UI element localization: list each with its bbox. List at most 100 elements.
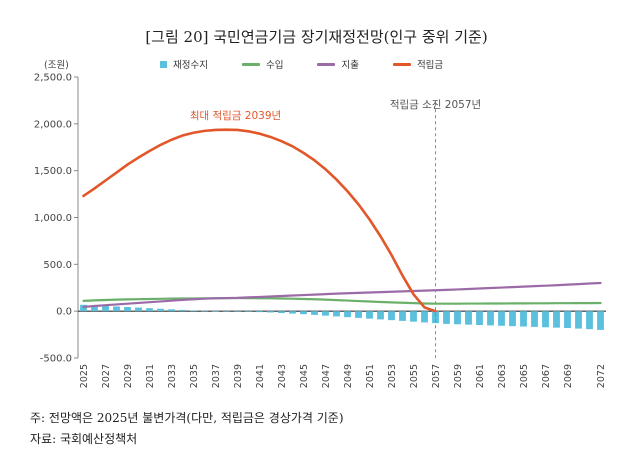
bar-balance-2059 [454,311,461,325]
legend-item-reserve: 적립금 [392,57,444,71]
bar-balance-2030 [135,307,142,312]
bar-balance-2071 [586,311,593,330]
bar-balance-2039 [234,311,241,312]
y-axis-unit: (조원) [44,60,69,71]
bar-balance-2063 [498,311,505,326]
x-tick-label-2033: 2033 [167,364,178,388]
bar-balance-2057 [432,311,439,324]
x-tick-label-2059: 2059 [453,364,464,388]
bar-balance-2055 [410,311,417,322]
bar-balance-2054 [399,311,406,321]
x-tick-label-2049: 2049 [343,364,354,388]
x-tick-label-2053: 2053 [387,364,398,388]
bar-balance-2032 [157,308,164,312]
bar-balance-2046 [311,311,318,315]
bar-balance-2045 [300,311,307,315]
x-tick-label-2035: 2035 [189,364,200,388]
bar-balance-2069 [564,311,571,329]
x-tick-label-2043: 2043 [277,364,288,388]
bar-balance-2050 [355,311,362,318]
chart-title: [그림 20] 국민연금기금 장기재정전망(인구 중위 기준) [145,28,488,46]
x-tick-label-2069: 2069 [563,364,574,388]
x-tick-label-2029: 2029 [123,364,134,388]
bar-balance-2072 [597,311,604,330]
legend-label-reserve: 적립금 [416,60,444,71]
x-tick-label-2031: 2031 [145,364,156,388]
x-tick-label-2037: 2037 [211,364,222,388]
bar-balance-2043 [278,311,285,314]
x-tick-label-2067: 2067 [541,364,552,388]
x-tick-label-2027: 2027 [101,364,112,388]
bar-balance-2044 [289,311,296,314]
line-reserve [82,128,437,313]
bar-balance-2053 [388,311,395,321]
bar-balance-2068 [553,311,560,328]
x-tick-label-2039: 2039 [233,364,244,388]
bar-balance-2049 [344,311,351,318]
bar-balance-2066 [531,311,538,327]
bar-balance-2027 [102,305,109,312]
bar-balance-2061 [476,311,483,326]
x-tick-label-2061: 2061 [475,364,486,388]
x-tick-label-2057: 2057 [431,364,442,388]
x-tick-label-2045: 2045 [299,364,310,388]
y-tick-label: 500.0 [43,260,72,271]
bar-balance-2040 [245,311,252,312]
x-tick-label-2063: 2063 [497,364,508,388]
bar-balance-2031 [146,308,153,312]
bar-balance-2067 [542,311,549,328]
legend-swatch-expenditure [317,62,336,66]
line-expenditure [82,281,602,309]
x-tick-label-2025: 2025 [79,364,90,388]
x-tick-label-2041: 2041 [255,364,266,388]
bar-balance-2038 [223,311,230,312]
bar-balance-2029 [124,307,131,312]
bar-balance-2058 [443,311,450,324]
y-tick-label: -500.0 [40,354,72,365]
bar-balance-2033 [168,309,175,312]
source-note: 자료: 국회예산정책처 [30,432,138,446]
legend-item-balance: 재정수지 [160,57,208,71]
x-tick-label-2047: 2047 [321,364,332,388]
legend-label-revenue: 수입 [265,60,284,71]
bar-balance-2028 [113,306,120,312]
bar-balance-2037 [212,310,219,312]
annotation-depletion: 적립금 소진 2057년 [390,98,481,111]
bar-balance-2070 [575,311,582,329]
legend-item-expenditure: 지출 [317,57,359,71]
chart-area: -500.0 0.0 500.0 1,000.0 1,500.0 2,000.0 2,500… [34,73,607,389]
y-tick-label: 2,500.0 [34,73,72,84]
legend-label-expenditure: 지출 [341,60,359,71]
bar-balance-2042 [267,311,274,313]
bar-balance-2048 [333,311,340,317]
legend-swatch-revenue [241,62,260,66]
annotation-max-reserve: 최대 적립금 2039년 [190,109,281,122]
x-tick-label-2051: 2051 [365,364,376,388]
y-tick-label: 2,000.0 [34,119,72,130]
bar-balance-2065 [520,311,527,327]
bar-balance-2062 [487,311,494,326]
y-tick-label: 1,500.0 [34,166,72,177]
bar-balance-2060 [465,311,472,325]
x-tick-label-2065: 2065 [519,364,530,388]
y-tick-label: 0.0 [56,307,72,318]
bar-balance-2064 [509,311,516,327]
bar-balance-2026 [91,305,98,312]
bar-balance-2035 [190,310,197,312]
x-tick-label-2055: 2055 [409,364,420,388]
legend-swatch-balance [160,60,167,68]
legend: 재정수지 수입 지출 적립금 [160,57,477,71]
footnote: 주: 전망액은 2025년 불변가격(다만, 적립금은 경상가격 기준) [30,411,344,425]
line-revenue [82,296,602,305]
bar-balance-2036 [201,310,208,312]
legend-swatch-reserve [392,62,411,66]
bar-balance-2041 [256,311,263,313]
bar-balance-2034 [179,309,186,312]
y-tick-label: 1,000.0 [34,213,72,224]
legend-label-balance: 재정수지 [173,60,208,71]
bar-balance-2047 [322,311,329,316]
x-tick-label-2072: 2072 [596,364,607,388]
bar-balance-2056 [421,311,428,323]
bar-balance-2051 [366,311,373,319]
bar-balance-2052 [377,311,384,320]
